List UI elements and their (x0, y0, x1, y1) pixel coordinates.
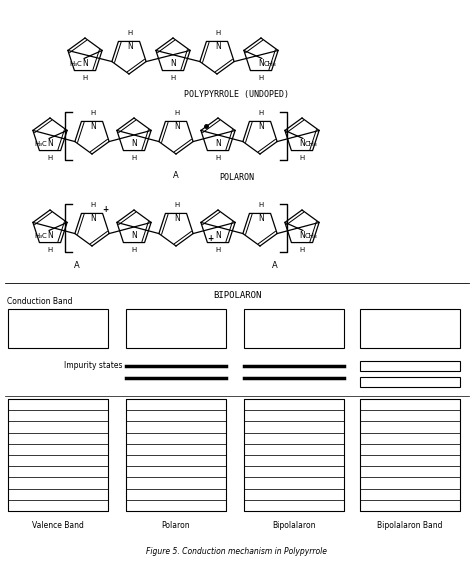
Text: H: H (47, 247, 53, 252)
Text: H₃C: H₃C (35, 142, 47, 147)
Text: N: N (170, 58, 176, 67)
Bar (360, 309, 460, 348)
Text: CH₃: CH₃ (264, 62, 277, 67)
Text: Valence Band: Valence Band (32, 521, 84, 530)
Text: N: N (174, 215, 180, 224)
Text: H: H (258, 110, 264, 117)
Bar (244, 399, 344, 511)
Bar (360, 377, 460, 387)
Text: H: H (91, 110, 96, 117)
Bar (360, 361, 460, 371)
Text: A: A (173, 171, 179, 181)
Text: N: N (258, 58, 264, 67)
Text: Figure 5. Conduction mechanism in Polypyrrole: Figure 5. Conduction mechanism in Polypy… (146, 547, 328, 556)
Text: H₃C: H₃C (69, 62, 82, 67)
Text: H: H (174, 203, 180, 208)
Text: N: N (47, 230, 53, 239)
Bar (360, 399, 460, 511)
Text: A: A (74, 261, 80, 271)
Bar (126, 399, 226, 511)
Text: +: + (102, 205, 109, 214)
Text: Conduction Band: Conduction Band (7, 297, 73, 306)
Text: BIPOLARON: BIPOLARON (213, 290, 261, 299)
Text: CH₃: CH₃ (305, 142, 318, 147)
Text: H: H (174, 110, 180, 117)
Text: H: H (91, 203, 96, 208)
Text: N: N (299, 230, 305, 239)
Bar (8, 309, 108, 348)
Text: H: H (128, 31, 133, 36)
Text: H: H (131, 247, 137, 252)
Text: N: N (90, 215, 96, 224)
Text: H: H (258, 203, 264, 208)
Text: POLARON: POLARON (219, 174, 255, 182)
Text: H: H (82, 75, 88, 80)
Text: H: H (215, 247, 220, 252)
Text: Bipolalaron Band: Bipolalaron Band (377, 521, 443, 530)
Text: H: H (170, 75, 176, 80)
Text: CH₃: CH₃ (305, 233, 318, 239)
Text: H: H (47, 155, 53, 161)
Text: +: + (207, 234, 214, 243)
Text: N: N (47, 139, 53, 148)
Text: N: N (90, 122, 96, 131)
Text: N: N (215, 230, 221, 239)
Text: N: N (215, 42, 221, 52)
Bar (8, 399, 108, 511)
Text: N: N (174, 122, 180, 131)
Text: N: N (299, 139, 305, 148)
Text: POLYPYRROLE (UNDOPED): POLYPYRROLE (UNDOPED) (184, 89, 290, 98)
Text: N: N (131, 139, 137, 148)
Text: H: H (131, 155, 137, 161)
Text: H: H (215, 31, 220, 36)
Text: N: N (82, 58, 88, 67)
Text: A: A (272, 261, 278, 271)
Text: Bipolalaron: Bipolalaron (272, 521, 316, 530)
Text: H: H (300, 155, 305, 161)
Text: Polaron: Polaron (162, 521, 191, 530)
Text: H: H (215, 155, 220, 161)
Text: H₃C: H₃C (35, 233, 47, 239)
Text: H: H (258, 75, 264, 80)
Bar (244, 309, 344, 348)
Text: H: H (300, 247, 305, 252)
Text: N: N (215, 139, 221, 148)
Text: N: N (127, 42, 133, 52)
Text: N: N (131, 230, 137, 239)
Text: N: N (258, 215, 264, 224)
Text: Impurity states: Impurity states (64, 361, 123, 370)
Bar (126, 309, 226, 348)
Text: N: N (258, 122, 264, 131)
